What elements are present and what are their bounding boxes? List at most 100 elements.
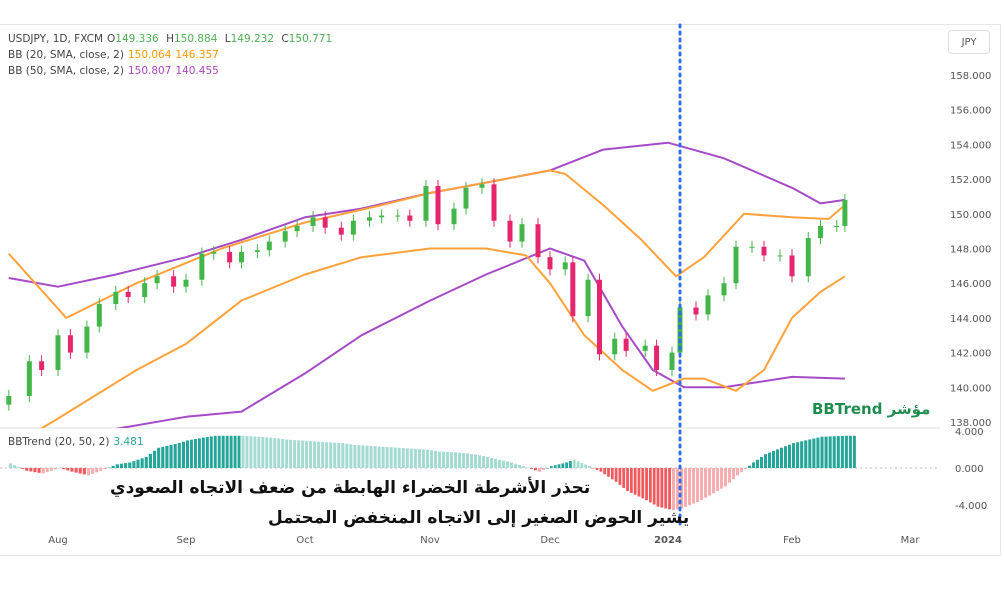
bb20-upper-value: 150.064 bbox=[127, 49, 172, 61]
candle-body bbox=[423, 186, 429, 221]
bbtrend-bar bbox=[293, 440, 297, 468]
bb50-label: BB (50, SMA, close, 2) bbox=[8, 65, 124, 77]
bbtrend-bar bbox=[450, 452, 453, 468]
bbtrend-bar bbox=[269, 437, 273, 468]
candle-body bbox=[395, 215, 401, 217]
bbtrend-tick-label: 4.000 bbox=[955, 427, 984, 438]
bbtrend-bar bbox=[836, 436, 840, 468]
bbtrend-bar bbox=[305, 440, 309, 468]
bbtrend-bar bbox=[572, 459, 576, 468]
close-label: C bbox=[281, 33, 289, 45]
candle-body bbox=[254, 250, 260, 252]
bbtrend-bar bbox=[37, 468, 41, 473]
bbtrend-tick-label: 0.000 bbox=[955, 464, 984, 475]
time-tick-label: Feb bbox=[783, 535, 801, 546]
bbtrend-bar bbox=[561, 463, 565, 468]
candle-body bbox=[338, 227, 344, 235]
price-tick-label: 154.000 bbox=[950, 140, 991, 151]
bbtrend-bar bbox=[297, 440, 301, 468]
candle-body bbox=[721, 283, 727, 296]
bbtrend-bar bbox=[277, 438, 281, 468]
bbtrend-bar bbox=[337, 442, 341, 468]
bbtrend-bar bbox=[281, 439, 285, 468]
bbtrend-bar bbox=[502, 460, 505, 468]
bbtrend-value: 3.481 bbox=[113, 436, 144, 448]
bbtrend-bar bbox=[832, 436, 836, 468]
price-tick-label: 150.000 bbox=[950, 210, 991, 221]
bbtrend-bar bbox=[91, 468, 95, 474]
bbtrend-bar bbox=[95, 468, 99, 473]
bbtrend-bar bbox=[201, 437, 205, 468]
candle-body bbox=[26, 361, 32, 396]
bbtrend-bar bbox=[557, 464, 561, 468]
bbtrend-bar bbox=[569, 461, 572, 468]
bbtrend-bar bbox=[652, 468, 656, 505]
bbtrend-bar bbox=[181, 441, 185, 468]
bbtrend-bar bbox=[82, 468, 86, 475]
bbtrend-bar bbox=[41, 468, 45, 474]
candle-body bbox=[183, 279, 189, 287]
bbtrend-bar bbox=[603, 468, 607, 475]
bbtrend-bar bbox=[169, 445, 173, 468]
candle-body bbox=[125, 291, 131, 298]
bbtrend-bar bbox=[446, 451, 449, 468]
symbol-label: USDJPY, 1D, FXCM bbox=[8, 33, 104, 45]
bbtrend-bar bbox=[385, 447, 389, 468]
bbtrend-bar bbox=[119, 463, 124, 468]
candle-body bbox=[585, 279, 591, 317]
candle-body bbox=[817, 225, 823, 239]
bbtrend-bar bbox=[648, 468, 652, 503]
candle-body bbox=[39, 361, 45, 370]
bbtrend-bar bbox=[800, 441, 804, 468]
bbtrend-legend: BBTrend (20, 50, 2) 3.481 bbox=[8, 436, 148, 448]
bbtrend-bar bbox=[417, 449, 421, 468]
bbtrend-bar bbox=[62, 468, 66, 470]
bbtrend-bar bbox=[584, 464, 588, 468]
close-value: 150.771 bbox=[288, 33, 333, 45]
bbtrend-bar bbox=[633, 468, 637, 495]
bbtrend-bar bbox=[629, 468, 633, 493]
bbtrend-bar bbox=[458, 452, 461, 468]
bb50-lower-value: 140.455 bbox=[175, 65, 219, 77]
bbtrend-bar bbox=[498, 459, 501, 468]
bbtrend-bar bbox=[393, 447, 397, 468]
candle-body bbox=[777, 255, 783, 257]
candle-body bbox=[6, 395, 12, 405]
candle-body bbox=[227, 251, 233, 263]
open-value: 149.336 bbox=[115, 33, 159, 45]
bbtrend-bar bbox=[213, 435, 217, 468]
bb50-upper-value: 150.807 bbox=[127, 65, 172, 77]
bbtrend-bar bbox=[744, 468, 747, 469]
candle-body bbox=[407, 215, 413, 221]
bbtrend-bar bbox=[820, 436, 824, 468]
bbtrend-bar bbox=[550, 466, 553, 468]
bbtrend-bar bbox=[329, 442, 333, 468]
candle-body bbox=[761, 246, 767, 256]
currency-button[interactable]: JPY bbox=[948, 30, 990, 54]
bbtrend-bar bbox=[752, 462, 755, 468]
bbtrend-bar bbox=[676, 468, 679, 510]
bbtrend-bar bbox=[720, 468, 723, 489]
bb50-legend: BB (50, SMA, close, 2) 150.807 140.455 bbox=[8, 65, 223, 77]
candle-body bbox=[239, 251, 245, 263]
bbtrend-bar bbox=[470, 453, 473, 468]
bbtrend-bar bbox=[111, 465, 115, 468]
candle-body bbox=[805, 238, 811, 277]
bb20-label: BB (20, SMA, close, 2) bbox=[8, 49, 124, 61]
bbtrend-bar bbox=[724, 468, 727, 487]
candle-body bbox=[154, 276, 160, 284]
bbtrend-bar bbox=[768, 452, 771, 468]
bbtrend-bar bbox=[852, 435, 856, 468]
bbtrend-bar bbox=[828, 436, 832, 468]
bbtrend-bar bbox=[664, 468, 668, 509]
bbtrend-bar bbox=[429, 450, 433, 468]
bbtrend-bar bbox=[696, 468, 699, 503]
candle-body bbox=[113, 291, 119, 305]
price-tick-label: 146.000 bbox=[950, 279, 991, 290]
bbtrend-bar bbox=[641, 468, 645, 499]
bbtrend-bar bbox=[660, 468, 664, 508]
candle-body bbox=[491, 184, 497, 221]
bbtrend-bar bbox=[656, 468, 660, 507]
bbtrend-bar bbox=[132, 461, 136, 468]
